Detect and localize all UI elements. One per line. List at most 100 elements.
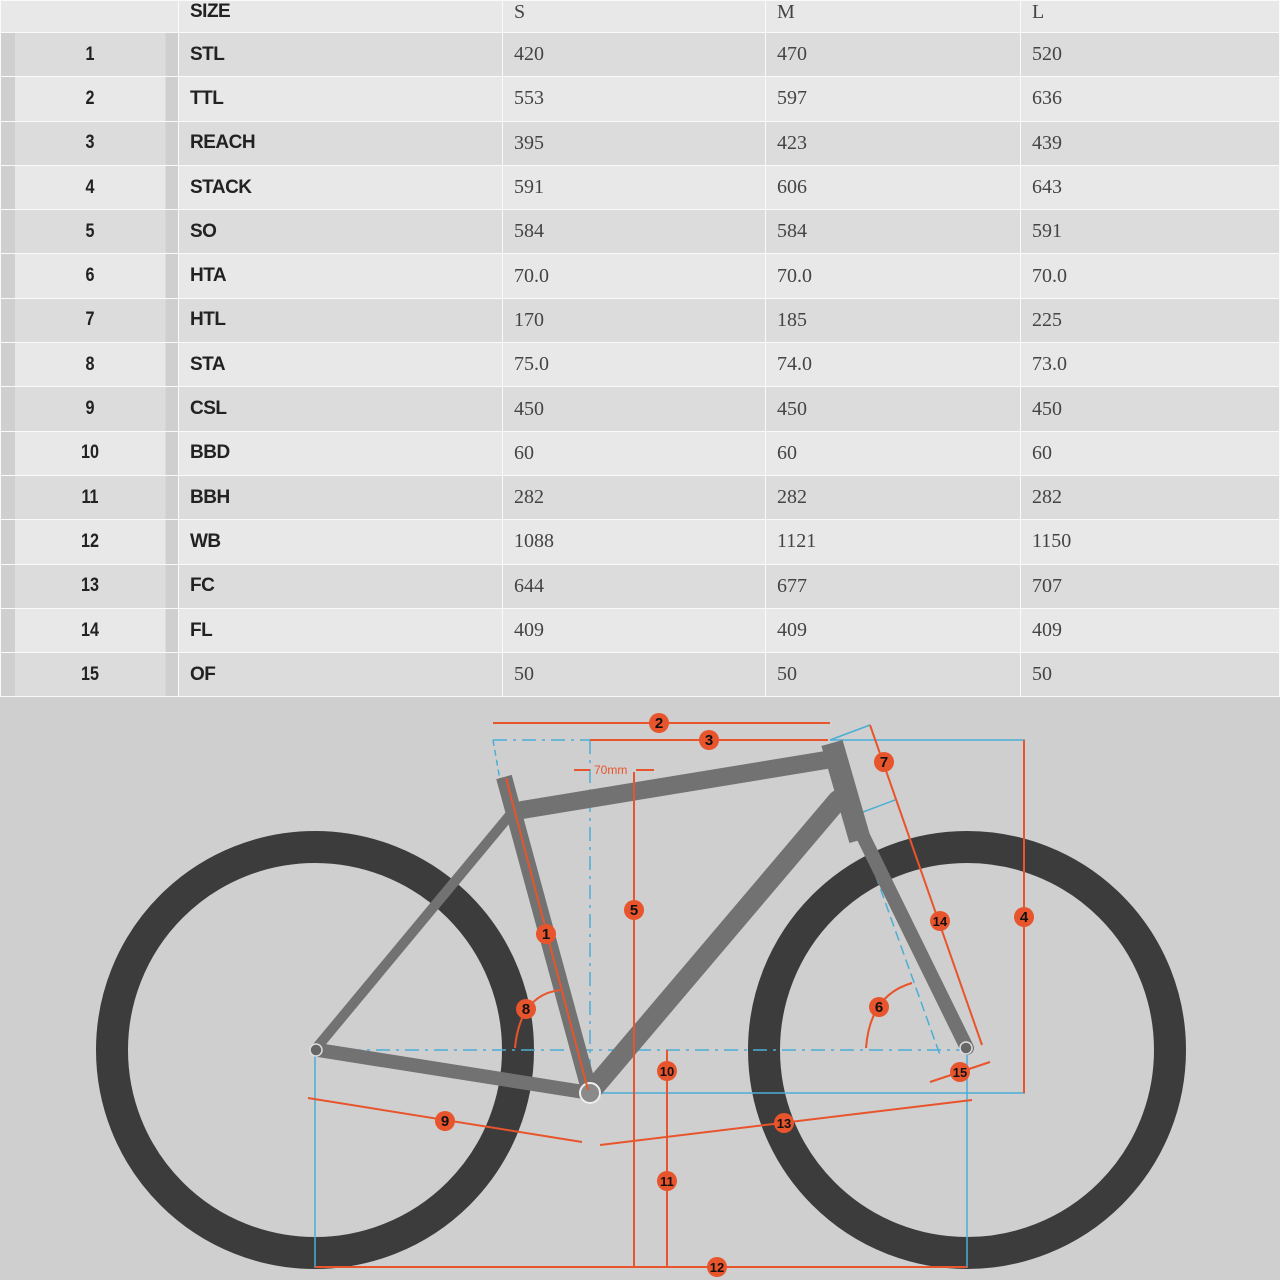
svg-text:7: 7 bbox=[880, 754, 888, 771]
row-label: BBD bbox=[178, 430, 503, 476]
dimension-badge: 14 bbox=[930, 911, 950, 931]
value-l: 450 bbox=[1020, 386, 1280, 432]
header-num bbox=[0, 0, 179, 33]
value-m: 409 bbox=[765, 607, 1021, 654]
dimension-badge: 5 bbox=[624, 900, 644, 920]
row-label: FL bbox=[178, 607, 503, 654]
row-number: 10 bbox=[13, 430, 166, 476]
table-row: 6 HTA 70.0 70.0 70.0 bbox=[1, 253, 1280, 299]
chain-stay bbox=[311, 1043, 597, 1100]
table-row: 4 STACK 591 606 643 bbox=[1, 164, 1280, 211]
value-m: 60 bbox=[765, 430, 1021, 476]
value-l: 591 bbox=[1020, 209, 1280, 255]
svg-text:2: 2 bbox=[655, 715, 663, 732]
row-number: 5 bbox=[13, 209, 166, 255]
row-label: CSL bbox=[178, 386, 503, 432]
value-m: 584 bbox=[765, 209, 1021, 255]
value-s: 60 bbox=[502, 430, 766, 476]
value-l: 1150 bbox=[1020, 519, 1280, 565]
offset-label: 70mm bbox=[594, 763, 627, 777]
header-s: S bbox=[502, 0, 766, 33]
value-l: 50 bbox=[1020, 652, 1280, 698]
row-number: 14 bbox=[13, 607, 166, 654]
value-m: 450 bbox=[765, 386, 1021, 432]
dimension-badge: 11 bbox=[657, 1171, 677, 1191]
svg-text:10: 10 bbox=[660, 1064, 674, 1079]
dimension-badge: 3 bbox=[699, 730, 719, 750]
table-row: 3 REACH 395 423 439 bbox=[1, 120, 1280, 166]
row-number: 6 bbox=[13, 253, 166, 299]
dimension-badge: 10 bbox=[657, 1061, 677, 1081]
value-l: 409 bbox=[1020, 607, 1280, 654]
svg-text:13: 13 bbox=[777, 1116, 791, 1131]
rear-axle bbox=[309, 1043, 323, 1057]
dimension-badge: 7 bbox=[874, 752, 894, 772]
table-row: 1 STL 420 470 520 bbox=[1, 31, 1280, 78]
row-label: TTL bbox=[178, 76, 503, 122]
header-size: SIZE bbox=[178, 0, 503, 33]
row-number: 3 bbox=[13, 120, 166, 166]
row-number: 13 bbox=[13, 563, 166, 609]
table-row: 2 TTL 553 597 636 bbox=[1, 76, 1280, 122]
row-number: 4 bbox=[13, 164, 166, 211]
row-label: HTL bbox=[178, 297, 503, 344]
value-m: 677 bbox=[765, 563, 1021, 609]
svg-text:1: 1 bbox=[542, 926, 550, 943]
value-m: 470 bbox=[765, 31, 1021, 78]
head-tube bbox=[821, 739, 871, 844]
dimension-badge: 8 bbox=[516, 999, 536, 1019]
svg-text:6: 6 bbox=[875, 999, 883, 1016]
dimension-badge: 4 bbox=[1014, 907, 1034, 927]
value-s: 420 bbox=[502, 31, 766, 78]
value-s: 282 bbox=[502, 474, 766, 521]
row-number: 7 bbox=[13, 297, 166, 344]
value-s: 591 bbox=[502, 164, 766, 211]
top-tube bbox=[513, 751, 835, 819]
svg-text:3: 3 bbox=[705, 732, 713, 749]
row-label: BBH bbox=[178, 474, 503, 521]
row-number: 1 bbox=[13, 31, 166, 78]
header-m: M bbox=[765, 0, 1021, 33]
dimension-badge: 2 bbox=[649, 713, 669, 733]
row-label: OF bbox=[178, 652, 503, 698]
svg-text:11: 11 bbox=[660, 1174, 674, 1189]
dimension-badge: 13 bbox=[774, 1113, 794, 1133]
row-label: FC bbox=[178, 563, 503, 609]
svg-text:8: 8 bbox=[522, 1001, 530, 1018]
svg-text:5: 5 bbox=[630, 902, 638, 919]
value-l: 225 bbox=[1020, 297, 1280, 344]
front-axle bbox=[959, 1041, 973, 1055]
geometry-table: SIZE S M L 1 STL 420 470 520 2 TTL 553 597 636 3 RE… bbox=[0, 0, 1280, 698]
row-number: 9 bbox=[13, 386, 166, 432]
row-label: STL bbox=[178, 31, 503, 78]
table-row: 11 BBH 282 282 282 bbox=[1, 474, 1280, 521]
value-l: 282 bbox=[1020, 474, 1280, 521]
fork bbox=[853, 823, 974, 1055]
value-m: 70.0 bbox=[765, 253, 1021, 299]
value-l: 636 bbox=[1020, 76, 1280, 122]
value-m: 606 bbox=[765, 164, 1021, 211]
table-row: 12 WB 1088 1121 1150 bbox=[1, 519, 1280, 565]
row-number: 11 bbox=[13, 474, 166, 521]
value-l: 707 bbox=[1020, 563, 1280, 609]
value-s: 450 bbox=[502, 386, 766, 432]
value-m: 597 bbox=[765, 76, 1021, 122]
row-label: STA bbox=[178, 342, 503, 388]
row-label: REACH bbox=[178, 120, 503, 166]
value-m: 282 bbox=[765, 474, 1021, 521]
svg-text:4: 4 bbox=[1020, 909, 1029, 926]
bottom-bracket bbox=[579, 1082, 601, 1104]
value-s: 409 bbox=[502, 607, 766, 654]
value-l: 643 bbox=[1020, 164, 1280, 211]
row-number: 8 bbox=[13, 342, 166, 388]
svg-text:15: 15 bbox=[953, 1065, 967, 1080]
value-l: 520 bbox=[1020, 31, 1280, 78]
value-s: 1088 bbox=[502, 519, 766, 565]
table-row: 5 SO 584 584 591 bbox=[1, 209, 1280, 255]
value-m: 50 bbox=[765, 652, 1021, 698]
value-s: 75.0 bbox=[502, 342, 766, 388]
row-label: STACK bbox=[178, 164, 503, 211]
value-l: 439 bbox=[1020, 120, 1280, 166]
value-s: 584 bbox=[502, 209, 766, 255]
